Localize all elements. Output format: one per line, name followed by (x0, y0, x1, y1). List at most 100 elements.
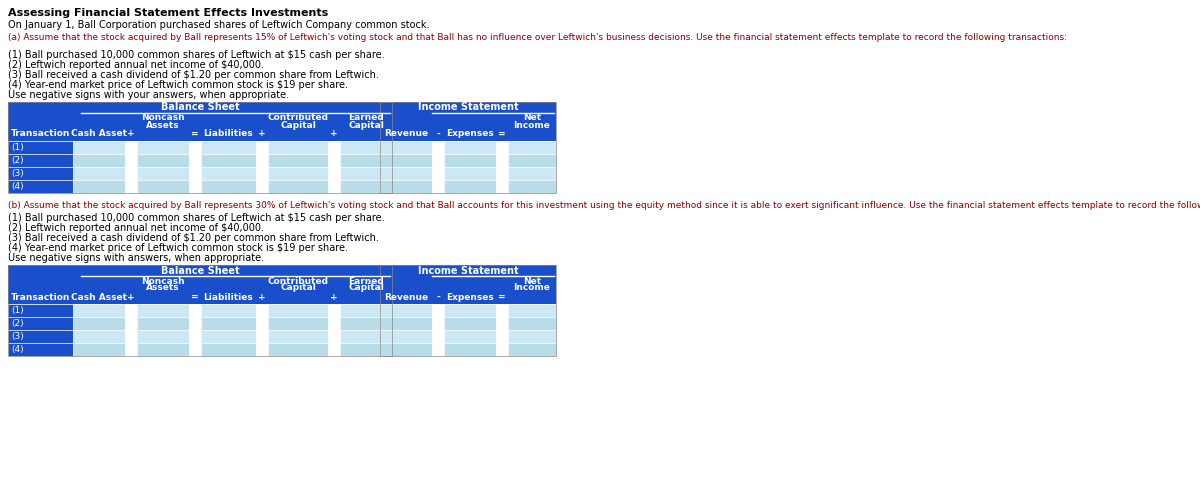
Bar (73, 141, 125, 154)
Bar (73, 180, 125, 193)
Text: Earned: Earned (348, 114, 384, 122)
Text: (1): (1) (11, 306, 24, 315)
Text: (4) Year-end market price of Leftwich common stock is $19 per share.: (4) Year-end market price of Leftwich co… (8, 80, 348, 90)
Bar (137, 180, 190, 193)
Text: (2) Leftwich reported annual net income of $40,000.: (2) Leftwich reported annual net income … (8, 223, 264, 233)
Bar (8, 102, 392, 193)
Text: (2): (2) (11, 156, 24, 165)
Text: Net: Net (523, 277, 541, 285)
Bar (380, 330, 432, 343)
Bar (137, 141, 190, 154)
Text: Balance Sheet: Balance Sheet (161, 265, 239, 276)
Text: -: - (436, 129, 440, 139)
Bar (328, 180, 340, 193)
Bar (8, 265, 392, 356)
Text: On January 1, Ball Corporation purchased shares of Leftwich Company common stock: On January 1, Ball Corporation purchased… (8, 20, 430, 30)
Text: (3): (3) (11, 332, 24, 341)
Bar (256, 304, 268, 317)
Bar (256, 330, 268, 343)
Bar (202, 141, 256, 154)
Bar (432, 317, 444, 330)
Text: Revenue: Revenue (384, 129, 428, 139)
Bar (125, 180, 137, 193)
Bar (268, 141, 328, 154)
Text: Assets: Assets (146, 283, 180, 293)
Bar (125, 317, 137, 330)
Bar (380, 265, 556, 276)
Text: Expenses: Expenses (446, 129, 494, 139)
Bar (256, 154, 268, 167)
Bar (328, 154, 340, 167)
Bar (380, 180, 432, 193)
Bar (137, 167, 190, 180)
Bar (340, 154, 392, 167)
Text: Contributed: Contributed (268, 114, 329, 122)
Bar (508, 330, 556, 343)
Bar (73, 154, 125, 167)
Text: +: + (127, 129, 134, 139)
Bar (190, 167, 202, 180)
Bar (190, 154, 202, 167)
Bar (496, 167, 508, 180)
Bar (202, 317, 256, 330)
Bar (125, 343, 137, 356)
Bar (202, 343, 256, 356)
Bar (8, 276, 392, 290)
Bar (340, 141, 392, 154)
Bar (496, 154, 508, 167)
Text: (b) Assume that the stock acquired by Ball represents 30% of Leftwich's voting s: (b) Assume that the stock acquired by Ba… (8, 201, 1200, 210)
Bar (268, 343, 328, 356)
Bar (202, 167, 256, 180)
Text: Assets: Assets (146, 121, 180, 129)
Bar (508, 141, 556, 154)
Bar (328, 304, 340, 317)
Bar (137, 330, 190, 343)
Bar (8, 343, 73, 356)
Text: (4) Year-end market price of Leftwich common stock is $19 per share.: (4) Year-end market price of Leftwich co… (8, 243, 348, 253)
Bar (8, 141, 73, 154)
Text: Capital: Capital (348, 283, 384, 293)
Text: Use negative signs with your answers, when appropriate.: Use negative signs with your answers, wh… (8, 90, 289, 100)
Text: (4): (4) (11, 345, 24, 354)
Bar (444, 343, 496, 356)
Bar (380, 167, 432, 180)
Bar (190, 180, 202, 193)
Bar (496, 343, 508, 356)
Bar (8, 290, 392, 304)
Bar (268, 304, 328, 317)
Bar (256, 141, 268, 154)
Text: Noncash: Noncash (142, 114, 185, 122)
Bar (137, 317, 190, 330)
Bar (444, 141, 496, 154)
Bar (268, 167, 328, 180)
Bar (125, 304, 137, 317)
Bar (8, 113, 392, 127)
Bar (444, 304, 496, 317)
Bar (73, 330, 125, 343)
Bar (496, 304, 508, 317)
Text: Expenses: Expenses (446, 293, 494, 301)
Bar (432, 304, 444, 317)
Text: Revenue: Revenue (384, 293, 428, 301)
Bar (202, 154, 256, 167)
Bar (125, 154, 137, 167)
Bar (380, 276, 556, 290)
Text: Earned: Earned (348, 277, 384, 285)
Bar (432, 141, 444, 154)
Text: (a) Assume that the stock acquired by Ball represents 15% of Leftwich's voting s: (a) Assume that the stock acquired by Ba… (8, 33, 1067, 42)
Text: (2): (2) (11, 319, 24, 328)
Bar (190, 343, 202, 356)
Text: Cash Asset: Cash Asset (71, 129, 127, 139)
Bar (190, 317, 202, 330)
Text: Net: Net (523, 114, 541, 122)
Text: Balance Sheet: Balance Sheet (161, 103, 239, 112)
Bar (496, 180, 508, 193)
Text: +: + (330, 129, 338, 139)
Bar (328, 317, 340, 330)
Text: +: + (258, 129, 266, 139)
Bar (256, 180, 268, 193)
Text: Income Statement: Income Statement (418, 103, 518, 112)
Bar (8, 167, 73, 180)
Bar (202, 304, 256, 317)
Bar (432, 180, 444, 193)
